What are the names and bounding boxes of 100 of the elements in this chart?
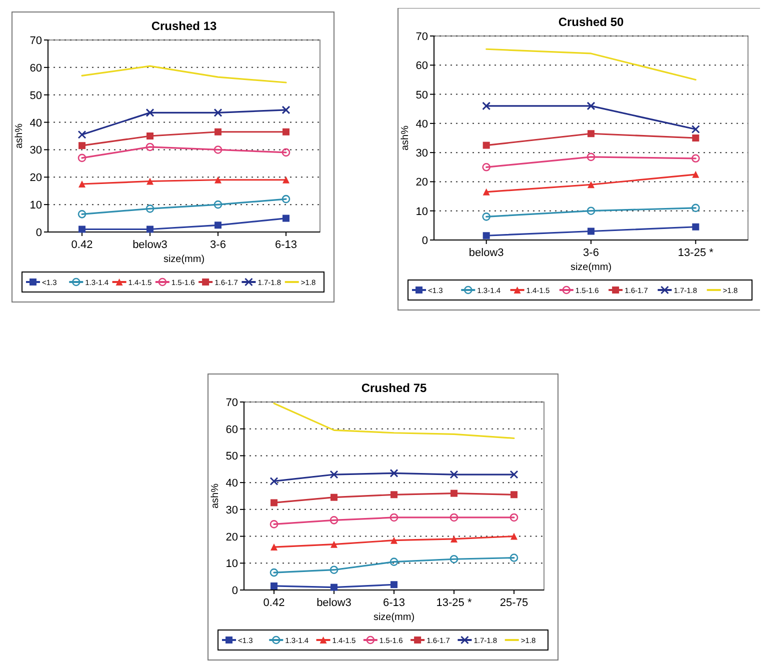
point xyxy=(482,162,490,172)
point xyxy=(390,581,398,588)
point xyxy=(146,226,154,233)
point xyxy=(482,142,490,149)
x-tick-label: 6-13 xyxy=(382,597,406,609)
point xyxy=(270,582,278,590)
point xyxy=(510,532,518,540)
chart-title: Crushed 50 xyxy=(558,15,624,29)
chart-title: Crushed 75 xyxy=(361,381,427,395)
point xyxy=(270,476,278,486)
y-tick-label: 0 xyxy=(232,585,238,597)
point xyxy=(270,568,278,577)
y-tick-label: 70 xyxy=(416,31,428,43)
point xyxy=(390,513,398,522)
point xyxy=(692,204,700,212)
y-tick-label: 60 xyxy=(416,60,428,72)
point xyxy=(450,554,458,564)
point xyxy=(390,491,398,498)
y-tick-label: 30 xyxy=(226,504,238,516)
y-axis-title: ash% xyxy=(14,123,25,149)
y-tick-label: 60 xyxy=(226,424,238,436)
point xyxy=(78,226,86,233)
point xyxy=(482,102,491,110)
point xyxy=(270,499,278,506)
point xyxy=(330,584,338,591)
y-tick-label: 70 xyxy=(226,397,238,409)
point xyxy=(146,178,154,185)
x-tick-label: below3 xyxy=(468,247,504,259)
point xyxy=(482,232,490,240)
point xyxy=(330,540,338,548)
y-tick-label: 10 xyxy=(416,206,428,218)
x-tick-label: below3 xyxy=(316,597,352,609)
point xyxy=(450,535,458,542)
y-tick-label: 70 xyxy=(30,35,42,47)
point xyxy=(282,214,290,222)
y-tick-label: 10 xyxy=(30,200,42,212)
point xyxy=(282,194,290,204)
point xyxy=(450,470,458,479)
x-axis-title: size(mm) xyxy=(570,262,612,273)
chart-title: Crushed 13 xyxy=(151,19,217,33)
point xyxy=(450,490,458,497)
line-series xyxy=(273,402,515,440)
line-series xyxy=(81,65,287,84)
x-tick-label: 25-75 xyxy=(500,597,528,609)
point xyxy=(146,108,154,117)
point xyxy=(78,180,86,188)
point xyxy=(510,513,518,522)
point xyxy=(214,176,222,184)
point xyxy=(78,130,86,139)
y-tick-label: 30 xyxy=(416,148,428,160)
y-tick-label: 0 xyxy=(36,227,42,239)
x-tick-label: 3-6 xyxy=(583,247,599,259)
x-tick-label: 6-13 xyxy=(274,239,298,251)
x-tick-label: 0.42 xyxy=(263,597,285,609)
point xyxy=(214,146,222,154)
point xyxy=(390,468,398,478)
y-tick-label: 60 xyxy=(30,62,42,74)
y-tick-label: 20 xyxy=(30,172,42,184)
point xyxy=(586,102,596,110)
y-tick-label: 20 xyxy=(416,176,428,189)
point xyxy=(482,212,490,221)
point xyxy=(450,513,458,522)
y-tick-label: 30 xyxy=(30,144,42,157)
point xyxy=(282,128,290,136)
point xyxy=(390,536,398,544)
point xyxy=(270,520,278,528)
y-tick-label: 10 xyxy=(226,558,238,570)
point xyxy=(588,130,594,138)
point xyxy=(282,148,290,157)
y-tick-label: 0 xyxy=(422,235,428,247)
point xyxy=(390,558,398,566)
y-axis-title: ash% xyxy=(400,125,411,151)
x-axis-title: size(mm) xyxy=(163,254,205,265)
y-tick-label: 50 xyxy=(416,89,428,102)
point xyxy=(282,176,290,184)
y-axis-title: ash% xyxy=(210,483,221,509)
x-tick-label: 13-25 * xyxy=(678,247,714,259)
point xyxy=(692,170,700,178)
point xyxy=(270,544,278,551)
point xyxy=(146,132,154,140)
point xyxy=(482,188,490,196)
x-tick-label: 13-25 * xyxy=(436,597,472,609)
point xyxy=(692,154,700,163)
point xyxy=(78,210,86,218)
point xyxy=(330,516,338,524)
point xyxy=(146,142,154,152)
point xyxy=(586,206,596,216)
point xyxy=(214,222,222,229)
y-tick-label: 40 xyxy=(226,478,238,490)
point xyxy=(78,142,86,150)
y-tick-label: 20 xyxy=(226,531,238,544)
point xyxy=(330,494,338,501)
point xyxy=(510,491,518,498)
point xyxy=(282,106,290,114)
y-tick-label: 40 xyxy=(30,117,42,130)
point xyxy=(78,154,86,162)
point xyxy=(214,128,222,136)
point xyxy=(692,223,700,230)
point xyxy=(588,228,594,235)
y-tick-label: 50 xyxy=(226,450,238,463)
